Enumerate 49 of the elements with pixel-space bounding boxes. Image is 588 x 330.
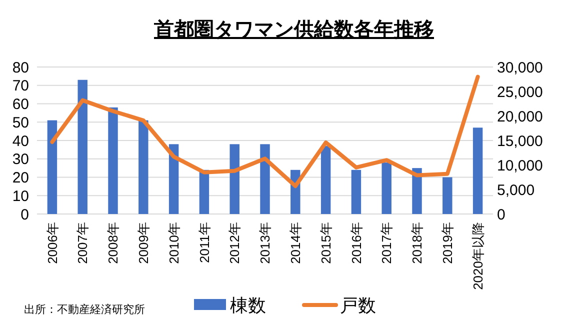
y2-tick-label: 30,000 xyxy=(497,59,543,76)
legend-label: 棟数 xyxy=(230,295,266,316)
y-tick-label: 20 xyxy=(12,170,29,186)
bar xyxy=(47,120,58,214)
x-tick-label: 2013年 xyxy=(258,222,273,264)
y-tick-label: 50 xyxy=(12,114,29,132)
x-tick-label: 2010年 xyxy=(166,222,182,264)
x-tick-label: 2019年 xyxy=(440,222,455,264)
x-tick-label: 2012年 xyxy=(227,222,242,264)
y2-tick-label: 20,000 xyxy=(497,108,543,126)
bar xyxy=(168,144,179,214)
y-tick-label: 10 xyxy=(12,188,29,205)
chart-title: 首都圏タワマン供給数各年推移 xyxy=(153,19,434,41)
y2-tick-label: 0 xyxy=(497,206,506,224)
bar xyxy=(108,107,118,214)
text: 出所：不動産経済研究所 xyxy=(24,303,145,316)
x-tick-label: 2008年 xyxy=(106,222,121,264)
bar xyxy=(472,128,483,214)
bar xyxy=(412,168,422,214)
bar xyxy=(320,146,331,214)
x-tick-label: 2016年 xyxy=(348,222,364,264)
x-tick-label: 2007年 xyxy=(75,222,90,264)
x-tick-label: 2009年 xyxy=(136,222,151,264)
y-tick-label: 80 xyxy=(12,59,29,76)
line-series xyxy=(50,74,480,188)
y2-tick-label: 5,000 xyxy=(497,182,535,199)
y2-tick-label: 25,000 xyxy=(497,84,543,101)
x-tick-label: 2020年以降 xyxy=(470,222,486,290)
y-tick-label: 0 xyxy=(20,206,29,224)
y-tick-label: 40 xyxy=(12,132,29,150)
y-tick-label: 30 xyxy=(12,151,29,168)
x-tick-label: 2014年 xyxy=(288,222,303,264)
bar xyxy=(260,144,270,214)
bar xyxy=(78,80,88,214)
y-tick-label: 60 xyxy=(12,96,29,113)
bar xyxy=(230,144,240,214)
x-tick-label: 2011年 xyxy=(196,222,212,263)
y2-tick-label: 15,000 xyxy=(497,132,543,150)
y-tick-label: 70 xyxy=(12,78,29,95)
bar xyxy=(138,120,148,214)
x-tick-label: 2006年 xyxy=(44,222,60,264)
x-tick-label: 2015年 xyxy=(318,222,334,264)
bar xyxy=(442,177,452,214)
legend-label: 戸数 xyxy=(340,295,376,316)
y2-tick-label: 10,000 xyxy=(497,157,543,174)
x-tick-label: 2018年 xyxy=(410,222,425,264)
bar xyxy=(351,170,362,214)
x-tick-label: 2017年 xyxy=(379,222,394,264)
bar xyxy=(382,162,392,214)
